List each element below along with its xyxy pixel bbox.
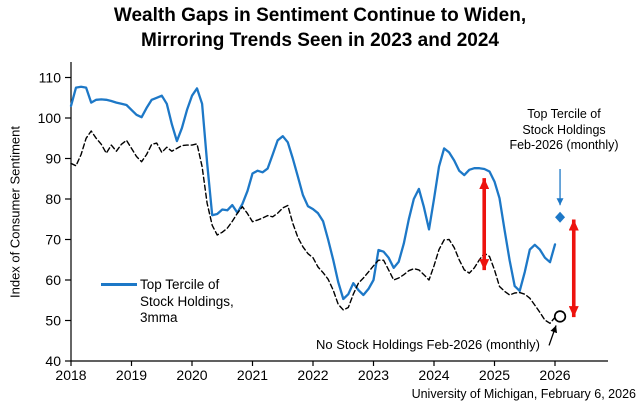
legend-label-line1: Top Tercile of [140, 277, 220, 292]
annotation-top-line3: Feb-2026 (monthly) [509, 138, 619, 152]
legend-label-line3: 3mma [140, 310, 178, 325]
chart-title-line1: Wealth Gaps in Sentiment Continue to Wid… [113, 5, 527, 26]
pointer-arrow-no-stock [548, 325, 558, 346]
annotation-top-line2: Stock Holdings [522, 122, 606, 137]
x-tick-label: 2026 [539, 367, 570, 383]
x-tick-label: 2018 [55, 367, 86, 383]
y-tick-label: 80 [45, 191, 61, 207]
x-tick-label: 2019 [116, 367, 147, 383]
y-tick-label: 110 [39, 70, 62, 86]
annotation-top-tercile: Top Tercile of Stock Holdings Feb-2026 (… [478, 107, 640, 154]
series-top-tercile [69, 85, 557, 301]
source-note: University of Michigan, February 6, 2026 [411, 387, 636, 401]
y-tick-label: 70 [45, 232, 61, 248]
legend-label-line2: Stock Holdings, [140, 293, 234, 309]
y-tick-label: 50 [45, 313, 61, 329]
legend: Top Tercile of Stock Holdings, 3mma [140, 277, 234, 327]
x-tick-label: 2025 [479, 367, 510, 383]
x-tick-label: 2023 [358, 367, 389, 383]
x-tick-label: 2021 [237, 367, 268, 383]
series-no-stock [70, 130, 556, 324]
y-tick-label: 60 [45, 272, 61, 288]
y-tick-label: 40 [45, 353, 61, 369]
x-tick-label: 2020 [176, 367, 207, 383]
annotation-no-stock: No Stock Holdings Feb-2026 (monthly) [316, 337, 540, 352]
diamond-marker-top-tercile [555, 211, 566, 223]
chart-title: Wealth Gaps in Sentiment Continue to Wid… [0, 4, 640, 53]
legend-line-swatch [101, 283, 137, 286]
circle-marker-no-stock [553, 310, 567, 323]
x-tick-label: 2024 [418, 367, 449, 383]
annotation-top-line1: Top Tercile of [527, 107, 601, 121]
y-tick-label: 90 [45, 151, 61, 167]
y-tick-label: 100 [38, 110, 62, 126]
chart-title-line2: Mirroring Trends Seen in 2023 and 2024 [141, 29, 499, 51]
x-tick-label: 2022 [297, 367, 328, 383]
